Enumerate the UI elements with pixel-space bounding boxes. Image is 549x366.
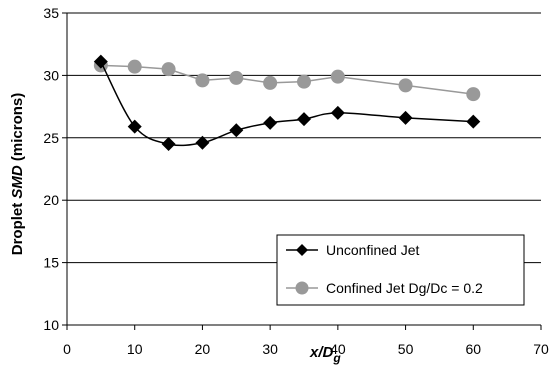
legend-box <box>276 234 525 306</box>
x-axis-label: x/Dg <box>309 344 341 365</box>
y-tick-label-35: 35 <box>43 5 59 21</box>
y-axis-label: Droplet SMD (microns) <box>9 93 26 256</box>
data-point-1-6 <box>297 74 311 89</box>
y-tick-label-25: 25 <box>43 130 59 146</box>
x-tick-label-70: 70 <box>533 341 549 357</box>
series-0 <box>93 54 481 152</box>
data-point-0-9 <box>466 114 481 129</box>
series-layer <box>93 54 481 152</box>
data-point-1-2 <box>161 62 176 77</box>
data-point-0-6 <box>297 112 311 127</box>
data-point-0-5 <box>263 115 278 130</box>
y-tick-labels: 10 15 20 25 30 35 <box>43 5 59 333</box>
data-point-1-3 <box>195 73 210 88</box>
data-point-1-7 <box>330 69 345 84</box>
legend-label-confined: Confined Jet Dg/Dc = 0.2 <box>326 280 483 296</box>
data-point-0-2 <box>161 137 176 152</box>
x-tick-label-0: 0 <box>63 341 71 357</box>
data-point-0-3 <box>195 135 210 150</box>
x-tick-label-20: 20 <box>195 341 211 357</box>
axes <box>62 12 542 330</box>
data-point-1-1 <box>127 59 142 74</box>
legend-marker-confined <box>295 281 309 295</box>
series-line-1 <box>100 64 474 95</box>
y-tick-label-15: 15 <box>43 255 59 271</box>
x-tick-label-10: 10 <box>127 341 143 357</box>
y-tick-label-10: 10 <box>43 317 59 333</box>
data-point-1-4 <box>229 70 244 85</box>
data-point-1-5 <box>263 75 278 90</box>
x-tick-label-50: 50 <box>398 341 414 357</box>
data-point-0-4 <box>229 123 244 138</box>
series-line-0 <box>100 61 474 147</box>
data-point-0-0 <box>93 54 108 69</box>
x-tick-label-40: 40 <box>330 341 346 357</box>
legend: Unconfined Jet Confined Jet Dg/Dc = 0.2 <box>276 234 525 306</box>
data-point-1-9 <box>466 87 481 102</box>
legend-marker-unconfined <box>296 244 308 256</box>
legend-label-unconfined: Unconfined Jet <box>326 242 420 258</box>
x-tick-label-60: 60 <box>465 341 481 357</box>
data-point-1-8 <box>398 78 413 93</box>
x-tick-labels: 0 10 20 30 40 50 60 70 <box>63 341 549 357</box>
data-point-0-8 <box>398 110 413 125</box>
x-tick-label-30: 30 <box>262 341 278 357</box>
series-1 <box>93 58 481 102</box>
data-point-0-1 <box>127 119 142 134</box>
y-tick-label-20: 20 <box>43 192 59 208</box>
data-point-0-7 <box>330 105 345 120</box>
y-tick-label-30: 30 <box>43 67 59 83</box>
